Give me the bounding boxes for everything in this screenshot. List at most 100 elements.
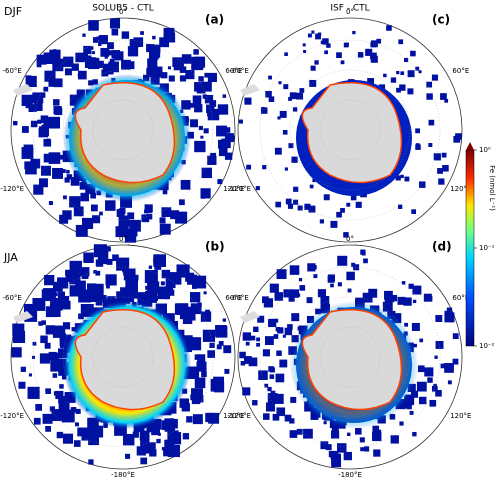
ocean-patch	[289, 265, 300, 275]
ocean-patch	[263, 298, 274, 308]
ocean-patch	[48, 152, 61, 164]
ocean-patch	[355, 428, 362, 435]
ocean-patch	[83, 252, 94, 263]
ocean-patch	[267, 393, 278, 403]
ocean-patch	[31, 355, 36, 359]
ocean-patch	[137, 292, 151, 306]
ocean-patch	[398, 204, 403, 209]
ocean-patch	[260, 107, 268, 114]
ocean-patch	[43, 86, 49, 92]
ocean-patch	[21, 126, 29, 133]
ocean-patch	[168, 289, 175, 296]
ocean-patch	[98, 42, 102, 46]
ocean-patch	[78, 313, 84, 320]
ocean-patch	[343, 42, 349, 48]
ocean-patch	[193, 49, 199, 55]
ocean-patch	[404, 176, 410, 182]
ocean-patch	[61, 300, 71, 310]
ocean-patch	[144, 204, 153, 213]
ocean-patch	[330, 451, 339, 459]
ocean-patch	[146, 68, 156, 78]
longitude-label: -180°E	[338, 471, 362, 479]
ocean-patch	[284, 327, 293, 336]
ocean-patch	[437, 168, 443, 174]
ocean-patch	[317, 289, 326, 298]
ocean-patch	[86, 283, 97, 293]
ocean-patch	[149, 449, 157, 457]
ocean-patch	[243, 356, 252, 364]
ocean-patch	[59, 214, 69, 224]
ocean-patch	[100, 47, 110, 57]
ocean-patch	[389, 413, 396, 420]
ocean-patch	[372, 425, 380, 433]
ocean-patch	[59, 295, 70, 306]
ocean-patch	[95, 298, 103, 306]
ocean-patch	[51, 411, 62, 422]
ocean-patch	[397, 296, 406, 305]
ocean-patch	[355, 201, 362, 208]
ocean-patch	[58, 348, 68, 359]
ocean-patch	[442, 164, 449, 172]
ocean-patch	[403, 297, 412, 306]
ocean-patch	[415, 66, 420, 71]
ocean-patch	[418, 396, 427, 405]
ocean-patch	[127, 46, 139, 57]
ocean-patch	[297, 326, 302, 331]
ocean-patch	[101, 69, 109, 77]
ocean-patch	[363, 258, 368, 264]
ocean-patch	[96, 60, 104, 68]
ocean-patch	[70, 177, 80, 186]
ocean-patch	[103, 423, 108, 428]
ocean-patch	[208, 412, 220, 424]
ocean-patch	[111, 50, 121, 59]
panel-label: (b)	[205, 240, 225, 254]
map-panel: 0° 60°E 120°E -180°E -120°E -60°E (b)	[0, 235, 244, 479]
ocean-patch	[412, 431, 417, 437]
ocean-patch	[293, 199, 299, 205]
ocean-patch	[313, 274, 318, 279]
ocean-patch	[88, 459, 94, 465]
ocean-patch	[40, 165, 51, 176]
ocean-patch	[42, 413, 53, 424]
ocean-patch	[52, 325, 66, 338]
ocean-patch	[55, 390, 64, 400]
colorbar	[465, 149, 475, 347]
longitude-label: -60°E	[229, 67, 248, 75]
ocean-patch	[129, 219, 141, 232]
ocean-patch	[186, 416, 193, 423]
ocean-patch	[69, 260, 82, 274]
ocean-patch	[45, 388, 51, 394]
ocean-patch	[179, 75, 187, 82]
ocean-patch	[291, 156, 298, 163]
ocean-patch	[105, 274, 117, 286]
ocean-patch	[284, 52, 288, 56]
ocean-patch	[45, 325, 55, 335]
ocean-patch	[58, 402, 70, 414]
ocean-patch	[320, 296, 330, 305]
ocean-patch	[161, 207, 172, 218]
longitude-label: -120°E	[0, 185, 24, 193]
longitude-label: 60°E	[225, 294, 242, 302]
ocean-patch	[25, 75, 32, 81]
ocean-patch	[386, 25, 392, 31]
ocean-patch	[38, 127, 49, 138]
ocean-patch	[147, 281, 160, 294]
ocean-patch	[279, 110, 287, 118]
ocean-patch	[256, 337, 261, 342]
ocean-patch	[44, 70, 56, 82]
ocean-patch	[69, 94, 81, 106]
ocean-patch	[82, 33, 86, 37]
ocean-patch	[303, 428, 313, 439]
ocean-patch	[238, 119, 243, 124]
ocean-patch	[182, 433, 190, 440]
ocean-patch	[75, 280, 86, 292]
ocean-patch	[87, 288, 98, 300]
ocean-patch	[145, 290, 158, 303]
ocean-patch	[13, 120, 18, 126]
ocean-patch	[320, 441, 329, 450]
ocean-patch	[21, 147, 34, 159]
ocean-patch	[52, 352, 59, 360]
ocean-patch	[360, 447, 365, 452]
ocean-patch	[431, 74, 439, 81]
